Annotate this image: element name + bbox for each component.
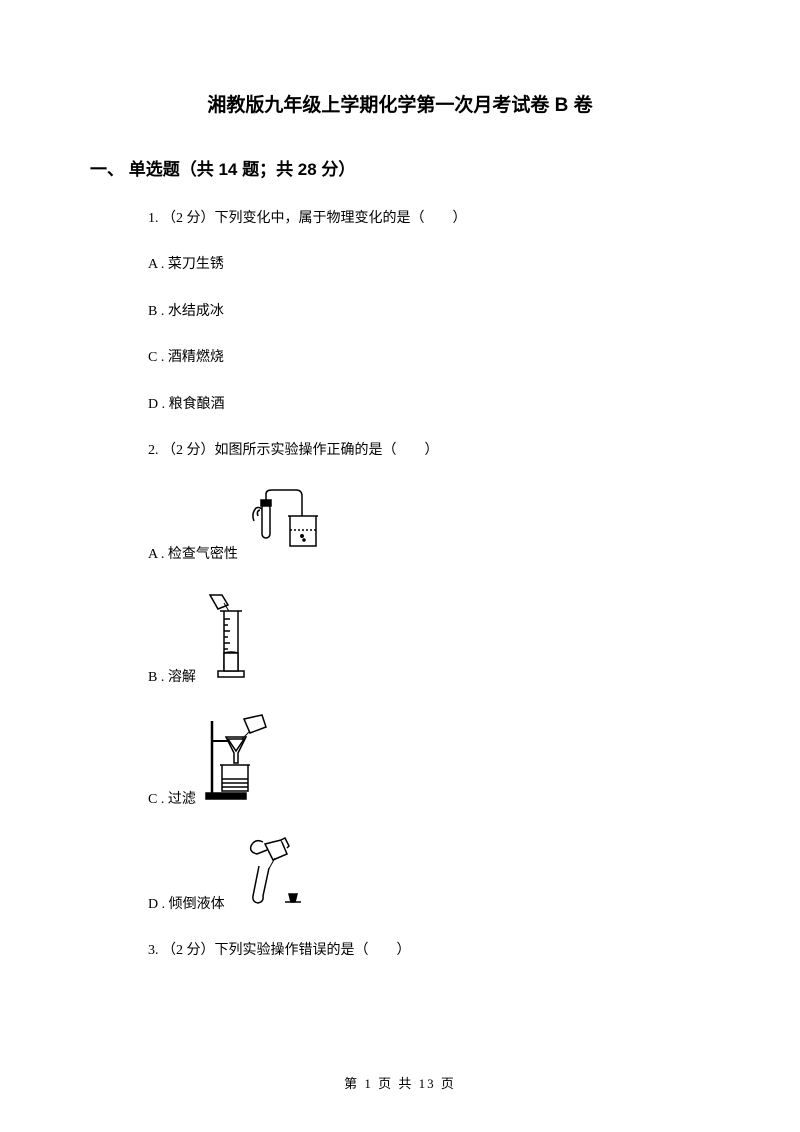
option-label: C . 酒精燃烧: [148, 347, 224, 369]
question-1-option-d: D . 粮食酿酒: [148, 394, 710, 416]
question-2-option-c: C . 过滤: [148, 713, 710, 811]
question-3-stem: 3. （2 分）下列实验操作错误的是（ ）: [148, 940, 710, 962]
question-1-option-b: B . 水结成冰: [148, 301, 710, 323]
question-1-option-a: A . 菜刀生锈: [148, 254, 710, 276]
question-2-option-a: A . 检查气密性: [148, 486, 710, 566]
question-1-option-c: C . 酒精燃烧: [148, 347, 710, 369]
page-footer: 第 1 页 共 13 页: [0, 1073, 800, 1092]
option-label: A . 检查气密性: [148, 544, 238, 566]
option-label: B . 水结成冰: [148, 301, 224, 323]
question-1-stem: 1. （2 分）下列变化中，属于物理变化的是（ ）: [148, 208, 710, 230]
option-label: D . 粮食酿酒: [148, 394, 225, 416]
option-label: B . 溶解: [148, 667, 196, 689]
option-label: A . 菜刀生锈: [148, 254, 224, 276]
question-2-option-d: D . 倾倒液体: [148, 836, 710, 916]
filtration-icon: [204, 713, 272, 811]
pour-liquid-icon: [233, 836, 311, 916]
question-2-option-b: B . 溶解: [148, 591, 710, 689]
option-label: C . 过滤: [148, 789, 196, 811]
dissolve-cylinder-icon: [204, 591, 254, 689]
section-heading: 一、 单选题（共 14 题；共 28 分）: [90, 155, 710, 180]
airtight-check-icon: [246, 486, 324, 566]
question-2-stem: 2. （2 分）如图所示实验操作正确的是（ ）: [148, 440, 710, 462]
option-label: D . 倾倒液体: [148, 894, 225, 916]
page-title: 湘教版九年级上学期化学第一次月考试卷 B 卷: [90, 90, 710, 117]
